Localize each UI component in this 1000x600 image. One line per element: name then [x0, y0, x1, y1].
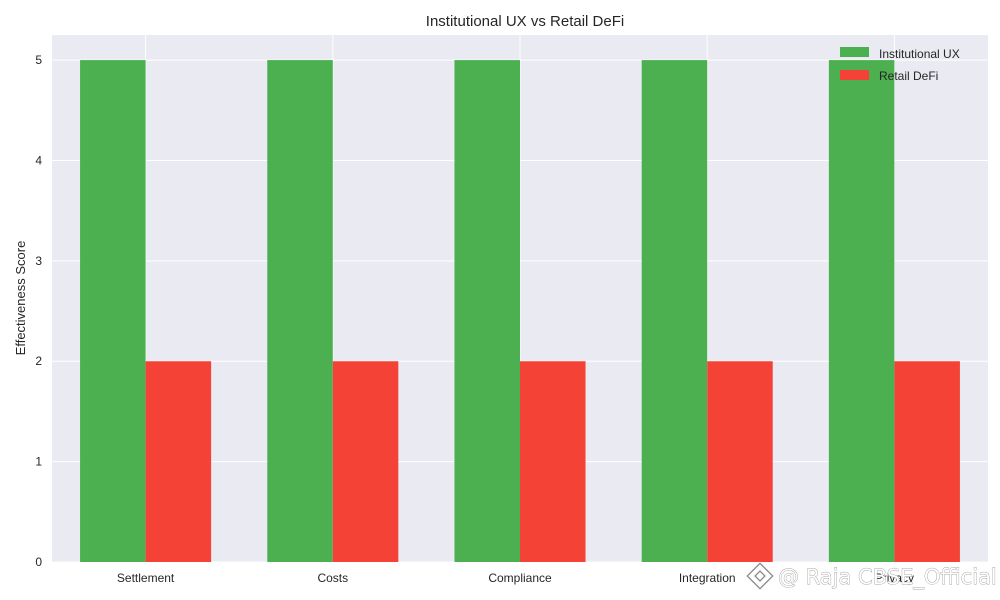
x-tick-label-integration: Integration: [679, 571, 736, 585]
y-tick-label: 0: [35, 555, 42, 569]
x-tick-label-privacy: Privacy: [875, 571, 914, 585]
y-tick-label: 3: [35, 254, 42, 268]
bar-retail-defi-settlement: [145, 361, 212, 562]
bar-institutional-ux-privacy: [828, 60, 895, 562]
legend-swatch-institutional-ux: [840, 47, 869, 57]
legend-swatch-retail-defi: [840, 70, 869, 80]
legend: Institutional UX Retail DeFi: [840, 47, 960, 83]
watermark-text: @ Raja CBSE_Official: [778, 565, 997, 590]
bar-retail-defi-costs: [332, 361, 399, 562]
watermark: @ Raja CBSE_Official: [746, 562, 997, 590]
chart-title: Institutional UX vs Retail DeFi: [426, 13, 624, 30]
tick-labels: 0 1 2 3 4 5 Settlement Costs Compliance Integrati…: [35, 53, 914, 585]
y-tick-label: 4: [35, 153, 42, 167]
bar-retail-defi-integration: [707, 361, 773, 562]
bar-institutional-ux-settlement: [80, 60, 146, 562]
binance-logo-icon: [746, 562, 774, 590]
y-axis-label: Effectiveness Score: [13, 241, 28, 356]
bar-institutional-ux-integration: [641, 60, 708, 562]
y-tick-label: 5: [35, 53, 42, 67]
x-tick-label-compliance: Compliance: [488, 571, 552, 585]
bar-institutional-ux-compliance: [454, 60, 520, 562]
x-tick-label-settlement: Settlement: [117, 571, 175, 585]
x-tick-label-costs: Costs: [317, 571, 348, 585]
legend-label-institutional-ux: Institutional UX: [879, 47, 960, 61]
bar-retail-defi-privacy: [894, 361, 960, 562]
bar-retail-defi-compliance: [520, 361, 586, 562]
bar-institutional-ux-costs: [267, 60, 333, 562]
bars: [80, 60, 960, 562]
y-tick-label: 1: [35, 455, 42, 469]
y-tick-label: 2: [35, 354, 42, 368]
legend-label-retail-defi: Retail DeFi: [879, 69, 938, 83]
